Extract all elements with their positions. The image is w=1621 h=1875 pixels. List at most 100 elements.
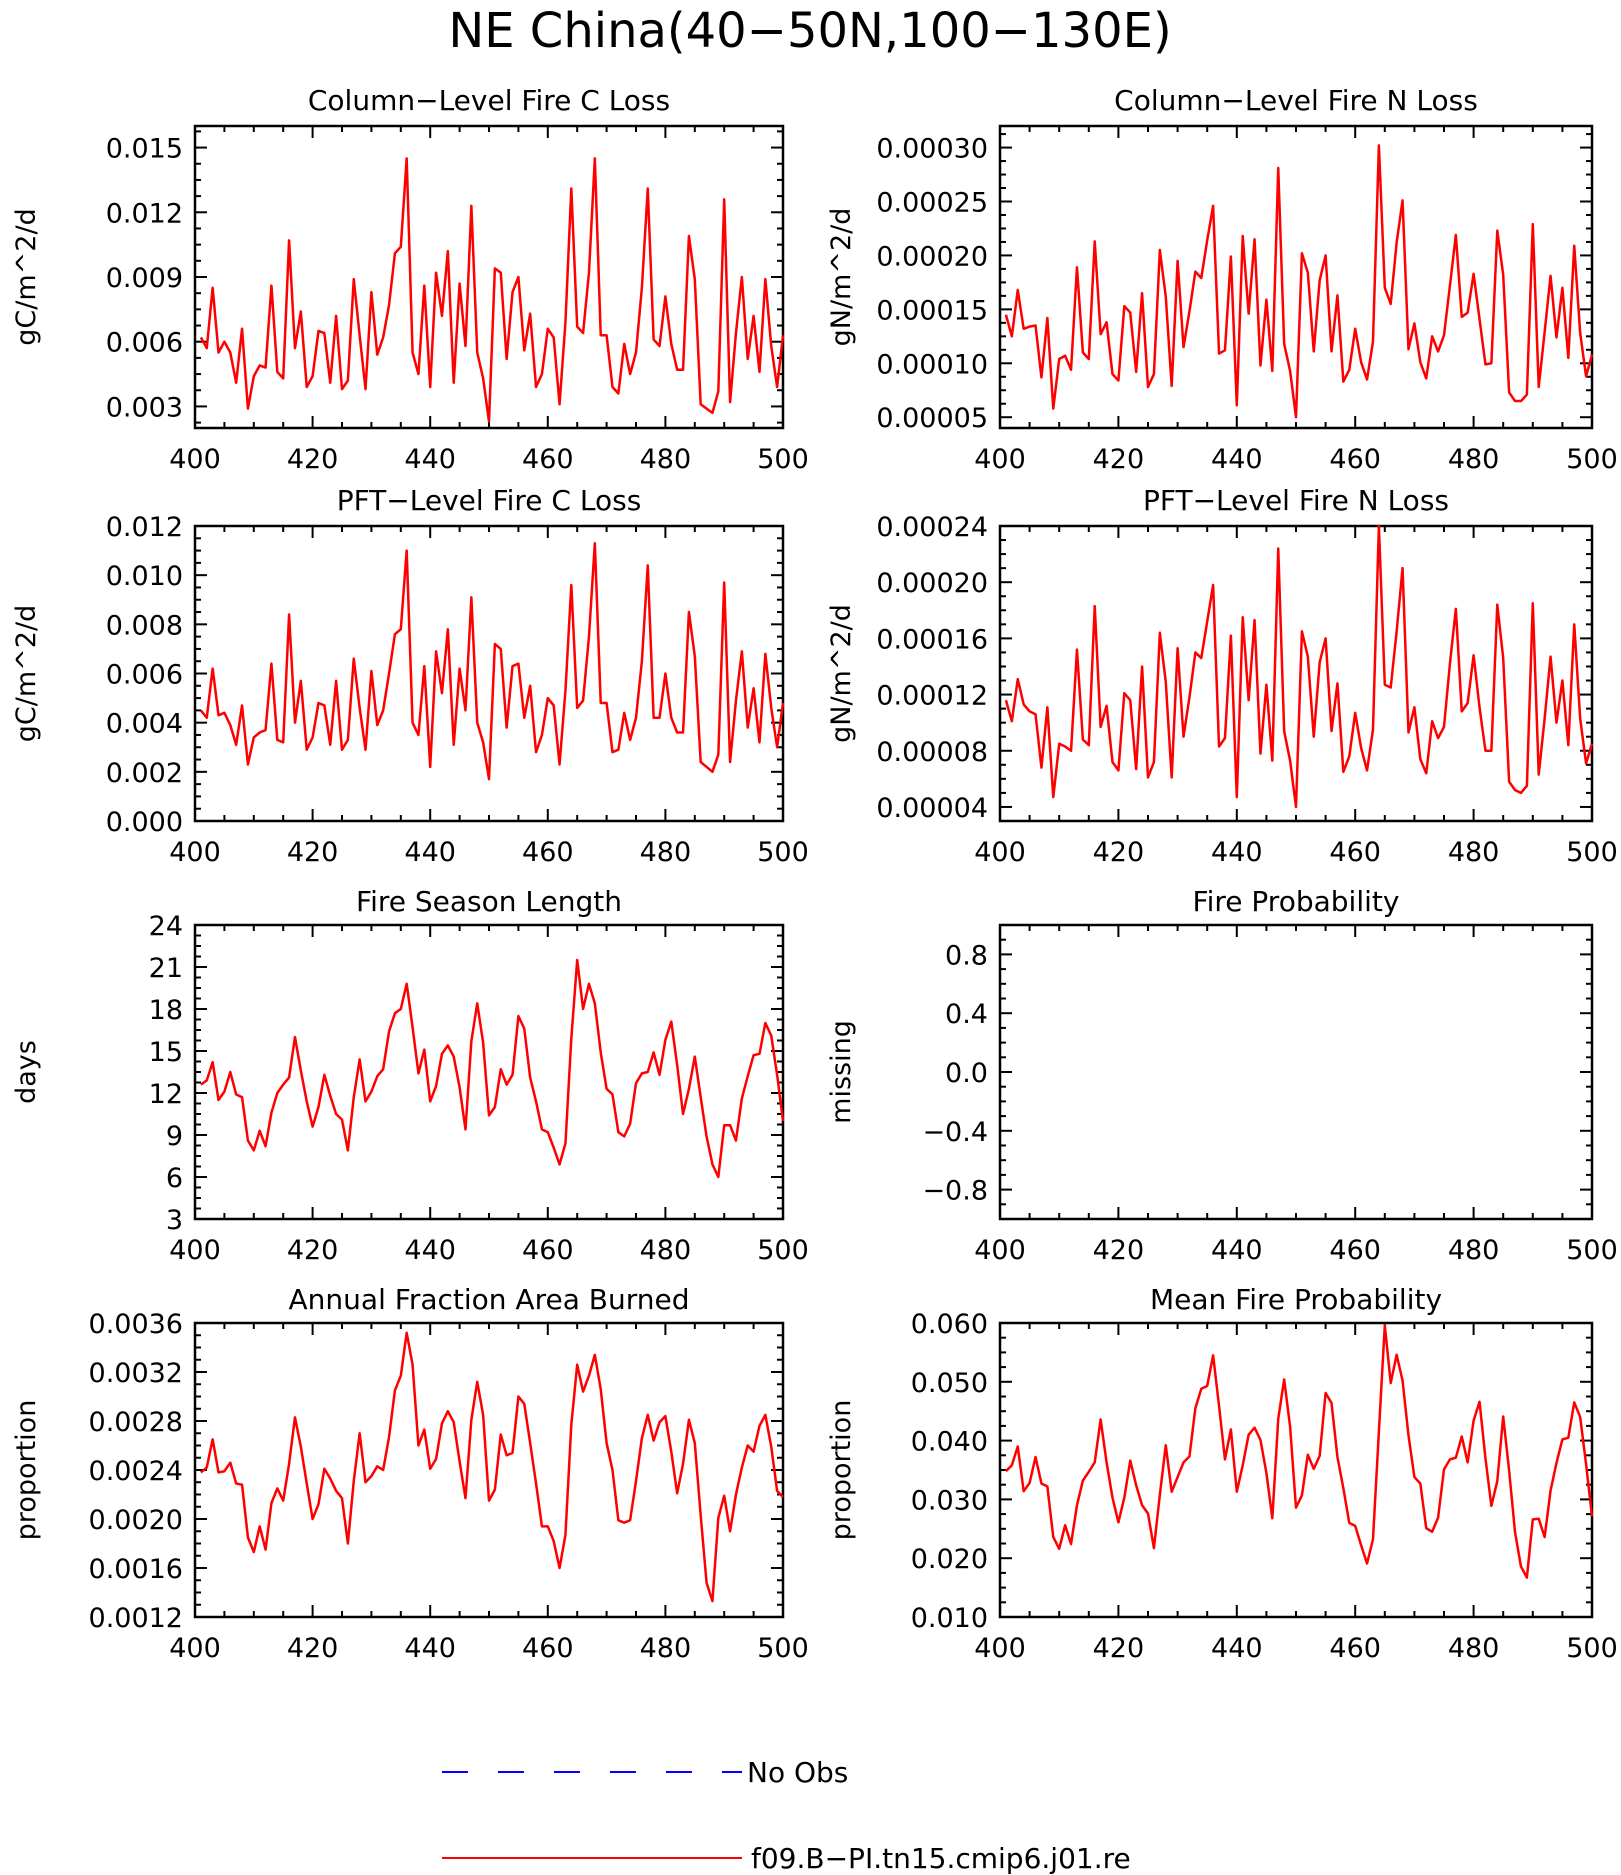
x-tick-label: 400	[169, 1633, 221, 1664]
y-tick-label: 0.002	[106, 758, 183, 789]
x-tick-label: 460	[1329, 837, 1381, 868]
legend: No Obs f09.B−PI.tn15.cmip6.j01.re	[442, 1756, 1131, 1875]
y-tick-label: 0.00024	[876, 512, 988, 543]
x-tick-label: 420	[287, 1235, 339, 1266]
y-axis-label: missing	[826, 1020, 857, 1124]
panel-title: Fire Probability	[1193, 885, 1400, 918]
x-tick-label: 440	[1211, 1235, 1263, 1266]
series-line	[199, 157, 785, 423]
x-tick-label: 440	[1211, 444, 1263, 475]
panel-title: PFT−Level Fire N Loss	[1143, 484, 1449, 517]
figure-title: NE China(40−50N,100−130E)	[448, 3, 1171, 59]
y-tick-label: 0.003	[106, 392, 183, 423]
y-tick-label: 0.008	[106, 610, 183, 641]
x-tick-label: 500	[757, 1633, 809, 1664]
x-tick-label: 420	[1093, 1235, 1145, 1266]
y-tick-label: 0.006	[106, 660, 183, 691]
series-line	[199, 541, 785, 781]
y-tick-label: 0.060	[911, 1309, 988, 1340]
y-tick-label: 21	[149, 953, 183, 984]
y-axis-label: gN/m^2/d	[826, 208, 857, 347]
plot-frame	[193, 923, 785, 1221]
x-tick-label: 400	[169, 444, 221, 475]
x-tick-label: 420	[287, 837, 339, 868]
chart-panel-1: 400 420 440 460 480 500 0.003 0.006 0.009 0.012 0.…	[11, 84, 809, 475]
x-tick-label: 500	[1566, 837, 1618, 868]
y-axis-label: gN/m^2/d	[826, 604, 857, 743]
x-tick-label: 440	[404, 837, 456, 868]
panels-group: 400 420 440 460 480 5000.0030.0060.0090.0120.…	[11, 84, 1618, 1664]
y-tick-label: 0.040	[911, 1427, 988, 1458]
y-tick-label: −0.8	[922, 1176, 988, 1207]
y-tick-label: 0.00020	[876, 568, 988, 599]
x-tick-label: 480	[640, 1633, 692, 1664]
x-tick-label: 500	[757, 837, 809, 868]
y-tick-label: 15	[149, 1037, 183, 1068]
y-tick-label: 0.050	[911, 1368, 988, 1399]
y-tick-label: 24	[149, 911, 183, 942]
x-tick-label: 480	[1448, 1633, 1500, 1664]
y-axis-label: gC/m^2/d	[11, 208, 42, 345]
chart-panel-5: 400 420 440 460 480 500 3 6 9 12 15 18 21 24 Fire Seas…	[11, 885, 809, 1266]
x-tick-label: 420	[287, 444, 339, 475]
plot-frame	[998, 923, 1594, 1221]
y-tick-label: 0.0016	[89, 1554, 183, 1585]
x-tick-label: 420	[1093, 837, 1145, 868]
y-tick-label: 12	[149, 1079, 183, 1110]
panel-title: Fire Season Length	[356, 885, 622, 918]
y-axis-label: days	[11, 1040, 42, 1104]
y-tick-label: 0.030	[911, 1485, 988, 1516]
panel-title: Mean Fire Probability	[1150, 1283, 1442, 1316]
x-tick-label: 500	[757, 444, 809, 475]
y-tick-label: 6	[166, 1163, 183, 1194]
x-tick-label: 440	[1211, 1633, 1263, 1664]
panel-title: Column−Level Fire C Loss	[308, 84, 670, 117]
y-tick-label: 0.00030	[876, 134, 988, 165]
y-tick-label: 0.010	[106, 561, 183, 592]
x-tick-label: 400	[974, 444, 1026, 475]
chart-panel-3: 400 420 440 460 480 500 0.000 0.002 0.004 0.006 0.…	[11, 484, 809, 868]
y-tick-label: 0.0	[945, 1058, 988, 1089]
x-tick-label: 460	[522, 837, 574, 868]
y-tick-label: 9	[166, 1121, 183, 1152]
y-tick-label: 0.012	[106, 512, 183, 543]
y-tick-label: 0.00016	[876, 624, 988, 655]
x-tick-label: 400	[169, 1235, 221, 1266]
y-tick-label: 3	[166, 1205, 183, 1236]
x-tick-label: 460	[1329, 444, 1381, 475]
x-tick-label: 480	[640, 1235, 692, 1266]
y-axis-label: proportion	[11, 1400, 42, 1541]
y-tick-label: 0.0020	[89, 1505, 183, 1536]
x-tick-label: 420	[1093, 1633, 1145, 1664]
x-tick-label: 500	[1566, 1633, 1618, 1664]
x-tick-label: 480	[1448, 444, 1500, 475]
x-tick-label: 400	[974, 1633, 1026, 1664]
series-line	[200, 1331, 784, 1603]
y-tick-label: 0.0036	[89, 1309, 183, 1340]
y-tick-label: −0.4	[922, 1117, 988, 1148]
panel-title: Annual Fraction Area Burned	[289, 1283, 690, 1316]
y-axis-label: gC/m^2/d	[11, 605, 42, 742]
legend-model-label: f09.B−PI.tn15.cmip6.j01.re	[751, 1842, 1131, 1875]
y-tick-label: 0.009	[106, 263, 183, 294]
legend-obs-label: No Obs	[747, 1756, 848, 1789]
series-line	[1004, 524, 1594, 809]
y-tick-label: 0.0032	[89, 1358, 183, 1389]
x-tick-label: 420	[1093, 444, 1145, 475]
x-tick-label: 400	[169, 837, 221, 868]
x-tick-label: 420	[287, 1633, 339, 1664]
x-tick-label: 480	[640, 444, 692, 475]
y-tick-label: 0.00020	[876, 241, 988, 272]
y-tick-label: 0.0028	[89, 1407, 183, 1438]
x-tick-label: 460	[522, 1633, 574, 1664]
x-tick-label: 480	[1448, 1235, 1500, 1266]
x-tick-label: 440	[1211, 837, 1263, 868]
series-line	[1005, 1324, 1594, 1579]
x-tick-label: 440	[404, 1633, 456, 1664]
x-tick-label: 400	[974, 1235, 1026, 1266]
y-tick-label: 0.004	[106, 709, 183, 740]
x-tick-label: 480	[1448, 837, 1500, 868]
y-tick-label: 0.0012	[89, 1603, 183, 1634]
panel-title: PFT−Level Fire C Loss	[337, 484, 642, 517]
